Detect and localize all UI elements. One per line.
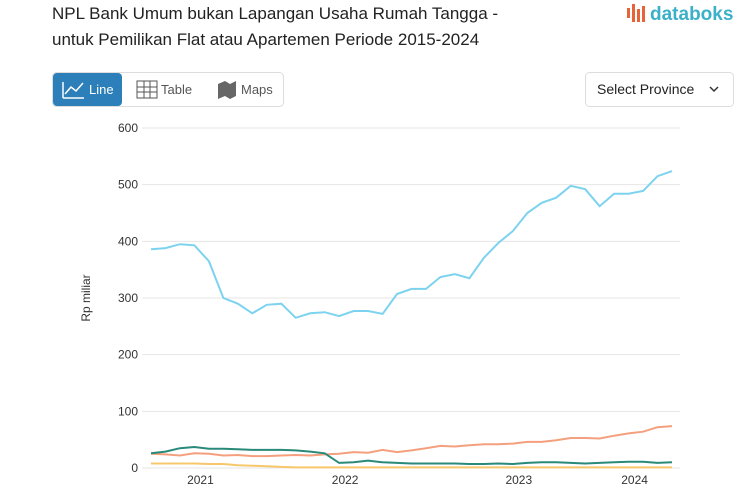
series-line — [150, 170, 673, 319]
tab-label[interactable]: Maps — [241, 82, 273, 97]
tab-label[interactable]: Table — [161, 82, 192, 97]
x-tick-label: 2023 — [505, 473, 532, 487]
icon — [709, 86, 719, 93]
y-axis-label: Rp miliar — [79, 274, 93, 321]
logo: databoks — [627, 4, 733, 25]
y-tick-label: 500 — [118, 178, 138, 192]
x-tick-label: 2021 — [187, 473, 214, 487]
y-tick-label: 600 — [118, 121, 138, 135]
title-line: NPL Bank Umum bukan Lapangan Usaha Rumah… — [52, 4, 498, 23]
x-tick-label: 2024 — [621, 473, 648, 487]
icon — [218, 81, 236, 99]
series-line — [150, 445, 673, 466]
y-tick-label: 0 — [131, 461, 138, 475]
y-tick-label: 100 — [118, 404, 138, 418]
y-tick-label: 400 — [118, 234, 138, 248]
title-line: untuk Pemilikan Flat atau Apartemen Peri… — [52, 30, 479, 49]
select[interactable] — [585, 72, 734, 107]
select-label[interactable]: Select Province — [597, 81, 694, 97]
y-tick-label: 300 — [118, 291, 138, 305]
icon — [62, 82, 84, 99]
x-tick-label: 2022 — [332, 473, 359, 487]
brand: databoks — [650, 4, 733, 25]
icon — [137, 81, 157, 98]
tab-label[interactable]: Line — [89, 82, 114, 97]
series-line — [151, 462, 672, 469]
y-tick-label: 200 — [118, 348, 138, 362]
icon — [136, 80, 158, 99]
series-line — [150, 425, 673, 458]
